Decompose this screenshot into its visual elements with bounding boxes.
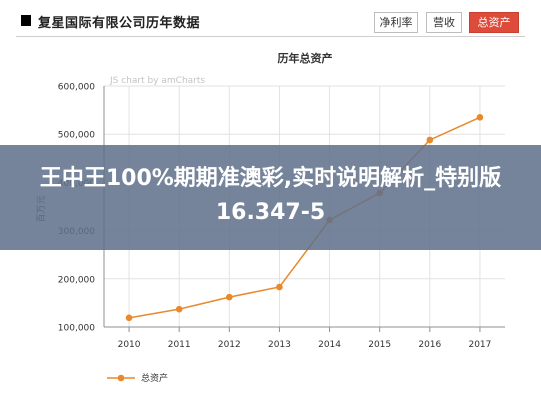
x-tick-label: 2010 bbox=[118, 340, 141, 350]
x-tick-label: 2017 bbox=[468, 340, 491, 350]
y-tick-label: 200,000 bbox=[58, 275, 95, 285]
x-tick-label: 2015 bbox=[368, 340, 391, 350]
banner-text: 王中王100%期期准澳彩,实时说明解析_特别版16.347-5 bbox=[39, 166, 502, 225]
x-tick-label: 2013 bbox=[268, 340, 291, 350]
y-tick-label: 600,000 bbox=[58, 83, 95, 93]
y-tick-label: 100,000 bbox=[58, 324, 95, 334]
legend-marker bbox=[117, 374, 125, 382]
data-point bbox=[276, 283, 283, 291]
y-tick-label: 500,000 bbox=[58, 131, 95, 141]
data-point bbox=[226, 293, 233, 301]
data-point bbox=[476, 114, 484, 121]
tab-revenue[interactable]: 营收 bbox=[426, 12, 462, 33]
banner-overlay: 王中王100%期期准澳彩,实时说明解析_特别版16.347-5 bbox=[0, 145, 541, 250]
tab-net-margin[interactable]: 净利率 bbox=[374, 12, 418, 33]
x-tick-label: 2011 bbox=[168, 340, 191, 350]
page-header: 复星国际有限公司历年数据 净利率 营收 总资产 bbox=[0, 0, 541, 44]
data-point bbox=[426, 136, 434, 144]
chart-title: 历年总资产 bbox=[278, 51, 333, 65]
x-tick-label: 2016 bbox=[418, 340, 441, 350]
header-square-icon bbox=[21, 15, 31, 26]
data-point bbox=[125, 314, 133, 322]
legend-label: 总资产 bbox=[141, 372, 168, 384]
data-point bbox=[175, 305, 183, 313]
chart-watermark: JS chart by amCharts bbox=[109, 76, 205, 86]
page-title: 复星国际有限公司历年数据 bbox=[38, 16, 201, 31]
tab-total-assets[interactable]: 总资产 bbox=[469, 12, 519, 33]
header-divider bbox=[16, 36, 525, 37]
x-tick-label: 2012 bbox=[218, 340, 241, 350]
x-tick-label: 2014 bbox=[318, 340, 341, 350]
